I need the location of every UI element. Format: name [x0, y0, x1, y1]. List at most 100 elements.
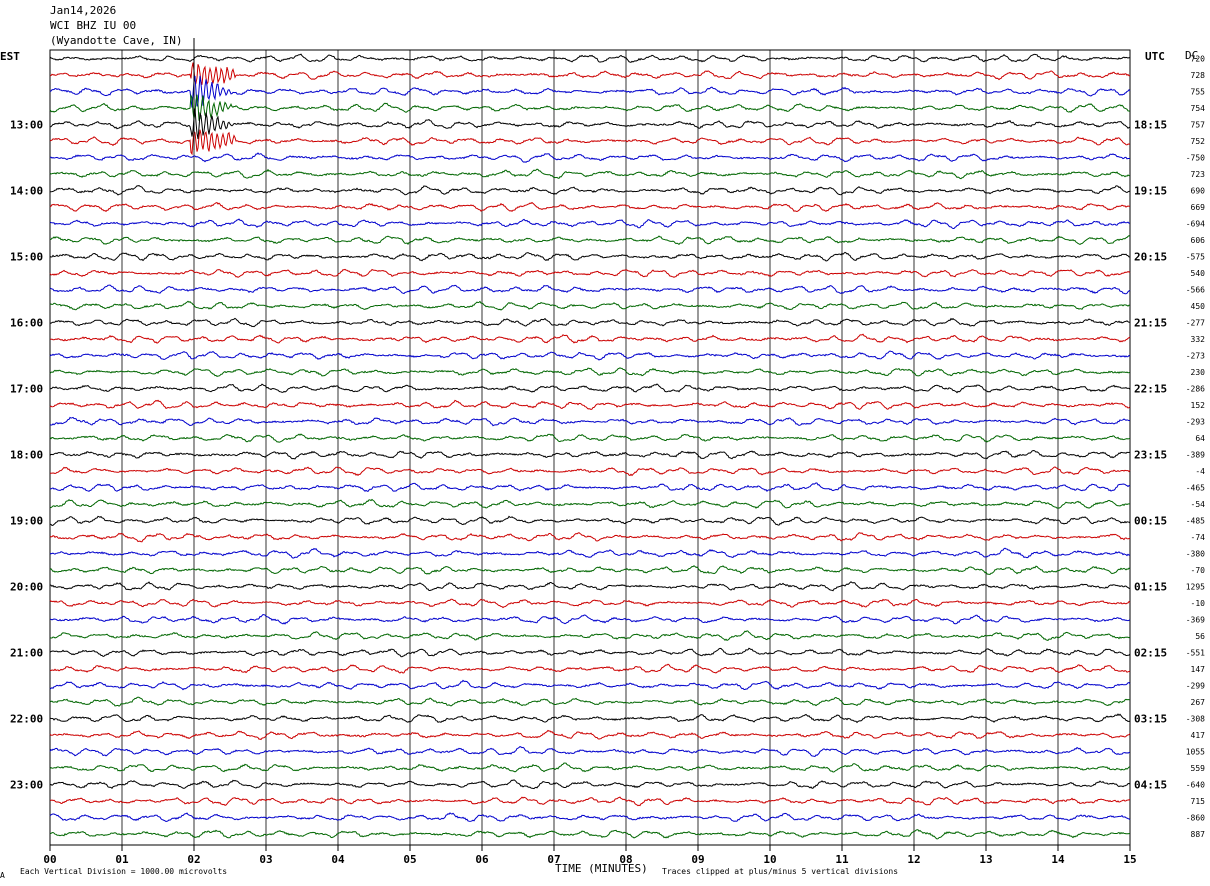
left-hour-label: 17:00 — [10, 383, 43, 396]
trace-20 — [49, 367, 1131, 377]
x-tick-label: 10 — [763, 853, 776, 866]
dc-offset-label: 887 — [1191, 830, 1206, 839]
dc-offset-label: -273 — [1186, 352, 1205, 361]
dc-offset-label: 332 — [1191, 335, 1206, 344]
trace-36 — [49, 630, 1131, 642]
left-hour-label: 18:00 — [10, 449, 43, 462]
dc-offset-label: 1295 — [1186, 583, 1205, 592]
trace-30 — [49, 532, 1131, 543]
dc-offset-label: -640 — [1186, 781, 1205, 790]
dc-offset-label: -10 — [1191, 599, 1206, 608]
trace-19 — [49, 350, 1131, 361]
dc-offset-label: -750 — [1186, 154, 1205, 163]
trace-34 — [49, 598, 1131, 609]
trace-23 — [49, 416, 1131, 427]
left-zone-label: EST — [0, 50, 20, 63]
trace-28 — [49, 498, 1130, 509]
dc-offset-label: 152 — [1191, 401, 1206, 410]
trace-1 — [49, 53, 1131, 63]
dc-offset-label: -389 — [1186, 451, 1205, 460]
x-tick-label: 13 — [979, 853, 992, 866]
trace-8 — [49, 168, 1131, 180]
dc-offset-label: 606 — [1191, 236, 1206, 245]
dc-offset-label: -551 — [1186, 649, 1205, 658]
x-tick-label: 00 — [43, 853, 56, 866]
left-hour-label: 14:00 — [10, 185, 43, 198]
dc-offset-label: 755 — [1191, 88, 1206, 97]
trace-15 — [49, 284, 1131, 295]
dc-offset-label: -380 — [1186, 550, 1205, 559]
dc-offset-label: -277 — [1186, 319, 1205, 328]
x-tick-label: 15 — [1123, 853, 1136, 866]
dc-offset-label: 147 — [1191, 665, 1206, 674]
dc-offset-label: 690 — [1191, 187, 1206, 196]
trace-26 — [50, 466, 1131, 477]
right-hour-label: 00:15 — [1134, 515, 1167, 528]
x-tick-label: 03 — [259, 853, 272, 866]
x-tick-label: 11 — [835, 853, 849, 866]
right-hour-label: 04:15 — [1134, 779, 1167, 792]
trace-10 — [49, 201, 1130, 213]
trace-29 — [49, 515, 1131, 527]
right-hour-label: 23:15 — [1134, 449, 1167, 462]
date-label: Jan14,2026 — [50, 4, 117, 17]
trace-4 — [49, 93, 1131, 122]
dc-offset-label: 417 — [1191, 731, 1206, 740]
left-hour-label: 15:00 — [10, 251, 43, 264]
trace-32 — [49, 565, 1131, 576]
right-hour-label: 18:15 — [1134, 119, 1167, 132]
clip-note: Traces clipped at plus/minus 5 vertical … — [662, 867, 899, 876]
right-hour-label: 19:15 — [1134, 185, 1167, 198]
trace-42 — [49, 729, 1131, 741]
trace-3 — [49, 75, 1131, 108]
trace-44 — [49, 762, 1131, 773]
trace-41 — [49, 713, 1131, 724]
dc-offset-label: 540 — [1191, 269, 1206, 278]
dc-offset-label: 728 — [1191, 71, 1206, 80]
left-hour-label: 19:00 — [10, 515, 43, 528]
trace-22 — [49, 399, 1131, 411]
trace-39 — [49, 679, 1131, 691]
trace-7 — [49, 152, 1130, 163]
dc-offset-label: 669 — [1191, 203, 1206, 212]
station-label: WCI BHZ IU 00 — [50, 19, 137, 32]
dc-offset-label: 757 — [1191, 121, 1206, 130]
trace-25 — [49, 449, 1130, 460]
trace-18 — [50, 333, 1131, 344]
trace-17 — [49, 317, 1130, 328]
x-tick-label: 01 — [115, 853, 129, 866]
dc-offset-label: -299 — [1186, 682, 1205, 691]
x-tick-label: 02 — [187, 853, 200, 866]
right-hour-label: 03:15 — [1134, 713, 1167, 726]
trace-14 — [49, 268, 1131, 278]
dc-offset-label: -286 — [1186, 385, 1205, 394]
dc-offset-label: 267 — [1191, 698, 1206, 707]
x-tick-label: 06 — [475, 853, 489, 866]
left-hour-label: 20:00 — [10, 581, 43, 594]
dc-offset-label: -465 — [1186, 484, 1205, 493]
dc-offset-label: -485 — [1186, 517, 1205, 526]
dc-offset-label: 720 — [1191, 55, 1206, 64]
x-tick-label: 05 — [403, 853, 416, 866]
trace-45 — [49, 779, 1131, 790]
location-label: (Wyandotte Cave, IN) — [50, 34, 183, 47]
dc-offset-label: -4 — [1195, 467, 1205, 476]
trace-6 — [49, 129, 1131, 156]
trace-31 — [49, 547, 1131, 559]
dc-offset-label: -860 — [1186, 814, 1205, 823]
trace-2 — [49, 62, 1131, 86]
left-hour-label: 23:00 — [10, 779, 43, 792]
trace-40 — [49, 696, 1131, 707]
dc-offset-label: 715 — [1191, 797, 1206, 806]
right-hour-label: 20:15 — [1134, 251, 1167, 264]
dc-offset-label: 754 — [1191, 104, 1206, 113]
x-tick-label: 07 — [547, 853, 560, 866]
trace-43 — [49, 746, 1131, 758]
trace-33 — [49, 581, 1131, 592]
dc-offset-label: -575 — [1186, 253, 1205, 262]
dc-offset-label: -70 — [1191, 566, 1206, 575]
x-tick-label: 04 — [331, 853, 345, 866]
trace-24 — [49, 433, 1131, 443]
trace-9 — [49, 185, 1131, 196]
